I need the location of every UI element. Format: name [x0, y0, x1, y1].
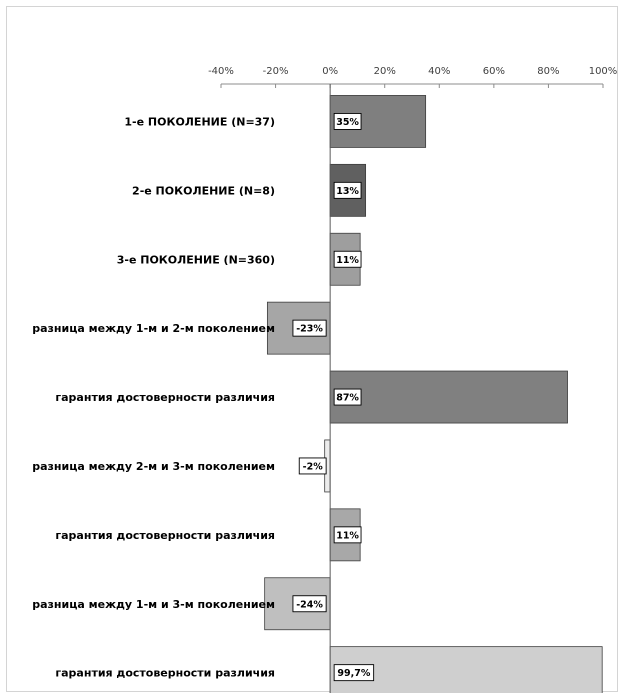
data-label-text: 11%: [336, 255, 359, 266]
data-label-text: -24%: [296, 599, 323, 610]
category-label: разница между 2-м и 3-м поколением: [32, 460, 275, 473]
category-label: разница между 1-м и 2-м поколением: [32, 322, 275, 335]
x-tick-label: 40%: [428, 66, 450, 77]
data-label: 13%: [333, 181, 362, 199]
data-label: 11%: [333, 250, 362, 268]
data-label: 99,7%: [333, 664, 375, 682]
data-label-text: -23%: [296, 324, 323, 335]
category-label: 3-е ПОКОЛЕНИЕ (N=360): [117, 253, 275, 266]
bar: [329, 370, 568, 424]
data-label-text: -2%: [303, 461, 324, 472]
data-label-box: [333, 181, 362, 199]
x-tick-label: 100%: [589, 66, 618, 77]
category-label: 2-е ПОКОЛЕНИЕ (N=8): [132, 184, 275, 197]
data-label: 35%: [333, 112, 362, 130]
chart-frame: -40% -20% 0% 20% 40% 60% 80% 100% 35% 13% 11% -23%…: [6, 6, 618, 693]
category-label: гарантия достоверности различия: [55, 667, 275, 680]
x-tick-label: 20%: [374, 66, 396, 77]
category-labels: 1-е ПОКОЛЕНИЕ (N=37) 2-е ПОКОЛЕНИЕ (N=8) 3…: [32, 115, 275, 679]
data-label-box: [333, 112, 362, 130]
data-labels: 35% 13% 11% -23% 87% -2% 11% -24% 99,7%: [292, 112, 375, 682]
x-tick-label: -20%: [263, 66, 289, 77]
data-label-box: [333, 388, 362, 406]
category-label: гарантия достоверности различия: [55, 391, 275, 404]
data-label-box: [333, 664, 375, 682]
category-label: 1-е ПОКОЛЕНИЕ (N=37): [124, 115, 275, 128]
category-label: гарантия достоверности различия: [55, 529, 275, 542]
data-label: -2%: [298, 457, 327, 475]
x-tick-label: 80%: [537, 66, 559, 77]
data-label-text: 35%: [336, 117, 359, 128]
bar: [329, 646, 603, 693]
data-label-text: 99,7%: [337, 668, 370, 679]
x-axis: -40% -20% 0% 20% 40% 60% 80% 100%: [208, 66, 617, 88]
data-label-box: [333, 250, 362, 268]
data-label-text: 13%: [336, 186, 359, 197]
x-tick-label: 0%: [322, 66, 338, 77]
data-label-text: 11%: [336, 530, 359, 541]
data-label-box: [292, 595, 327, 613]
data-label-text: 87%: [336, 393, 359, 404]
bar-chart: -40% -20% 0% 20% 40% 60% 80% 100% 35% 13% 11% -23%…: [32, 66, 617, 693]
data-label-box: [292, 319, 327, 337]
data-label: -24%: [292, 595, 327, 613]
data-label: 11%: [333, 526, 362, 544]
x-tick-label: -40%: [208, 66, 234, 77]
data-label-box: [333, 526, 362, 544]
x-tick-label: 60%: [483, 66, 505, 77]
data-label: -23%: [292, 319, 327, 337]
data-label-box: [298, 457, 327, 475]
data-label: 87%: [333, 388, 362, 406]
category-label: разница между 1-м и 3-м поколением: [32, 598, 275, 611]
